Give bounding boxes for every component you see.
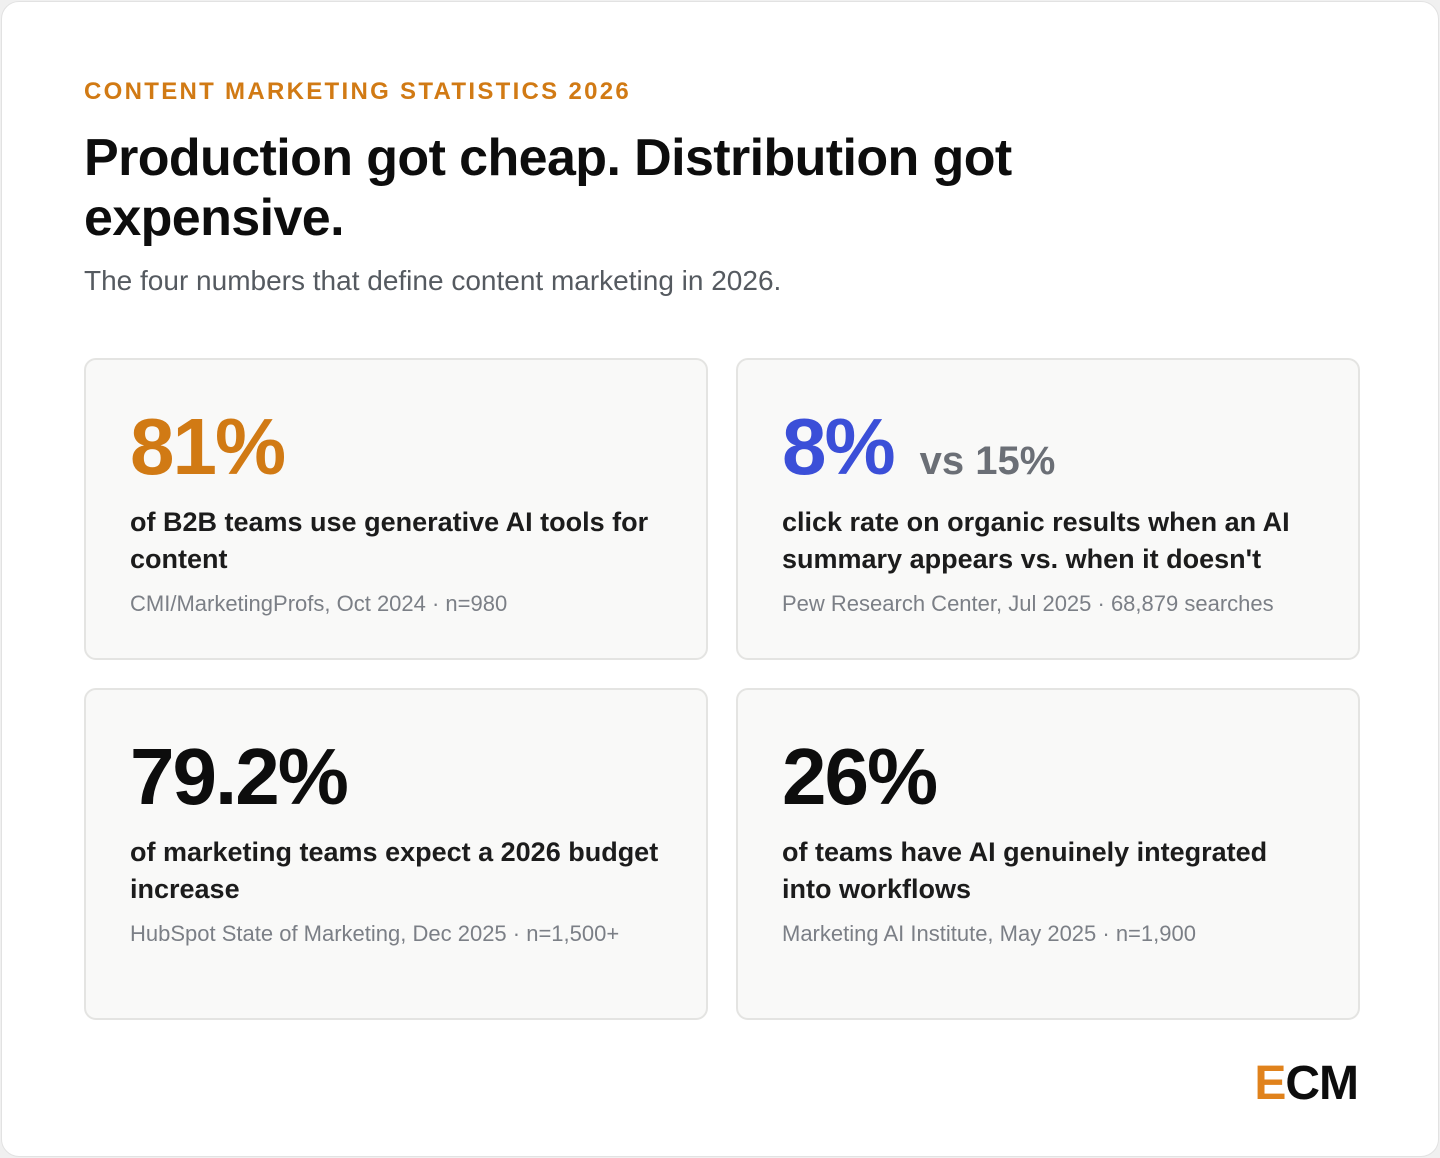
eyebrow-label: CONTENT MARKETING STATISTICS 2026 (84, 78, 632, 105)
stat-source: CMI/MarketingProfs, Oct 2024 · n=980 (130, 591, 508, 616)
stat-description: of marketing teams expect a 2026 budget … (130, 837, 659, 904)
stat-card-budget-increase: 79.2% of marketing teams expect a 2026 b… (84, 688, 708, 1020)
stat-description: of B2B teams use generative AI tools for… (130, 507, 649, 574)
stat-value: 79.2% (130, 732, 349, 821)
stat-description: of teams have AI genuinely integrated in… (782, 837, 1268, 904)
ecm-logo: ECM (1254, 1057, 1359, 1110)
stat-source: HubSpot State of Marketing, Dec 2025 · n… (130, 921, 620, 946)
stat-row: 26% (782, 732, 938, 821)
headline: Production got cheap. Distribution got e… (84, 129, 1012, 247)
stat-description: click rate on organic results when an AI… (782, 507, 1290, 574)
stat-source: Pew Research Center, Jul 2025 · 68,879 s… (782, 591, 1274, 616)
stat-comparison: vs 15% (919, 439, 1056, 483)
stat-value: 26% (782, 732, 938, 821)
stat-value: 81% (130, 402, 286, 491)
subheadline: The four numbers that define content mar… (84, 265, 782, 296)
stat-row: 8% vs 15% (782, 404, 1055, 490)
stat-row: 79.2% (130, 732, 349, 821)
stat-card-ai-integration: 26% of teams have AI genuinely integrate… (736, 688, 1360, 1020)
stat-value: 8% (782, 402, 896, 491)
stat-source: Marketing AI Institute, May 2025 · n=1,9… (782, 921, 1196, 946)
stat-row: 81% (130, 402, 286, 491)
stat-card-ai-adoption: 81% of B2B teams use generative AI tools… (84, 358, 708, 660)
logo-letters-cm: CM (1285, 1057, 1359, 1110)
logo-letter-e: E (1254, 1057, 1286, 1110)
stat-card-click-rate: 8% vs 15% click rate on organic results … (736, 358, 1360, 660)
